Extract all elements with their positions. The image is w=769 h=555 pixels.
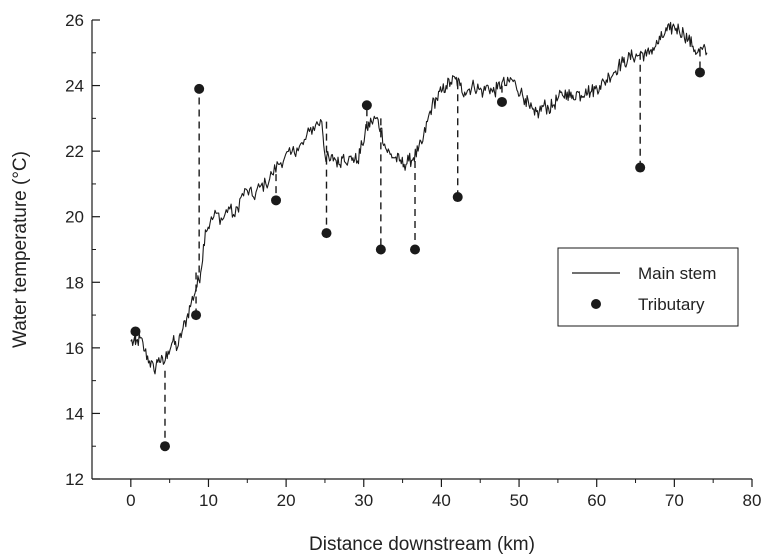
y-tick-label: 14 (65, 404, 84, 423)
tributary-point (361, 100, 372, 111)
y-tick-label: 26 (65, 11, 84, 30)
y-tick-label: 22 (65, 142, 84, 161)
y-tick-label: 24 (65, 77, 84, 96)
x-tick-label: 30 (354, 491, 373, 510)
x-tick-label: 80 (743, 491, 762, 510)
tributary-point (694, 67, 705, 78)
tributary-point (496, 96, 507, 107)
tributary-point (410, 244, 421, 255)
legend-main-stem-label: Main stem (638, 264, 716, 283)
series-main-stem (130, 21, 708, 375)
tributary-point (321, 228, 332, 239)
tributary-point (375, 244, 386, 255)
tributary-point (159, 441, 170, 452)
confluence-connectors (134, 49, 701, 447)
tributary-point (191, 310, 202, 321)
x-tick-label: 10 (199, 491, 218, 510)
x-tick-label: 20 (277, 491, 296, 510)
axes: 12 14 16 18 20 22 24 26 0 10 20 30 40 50 60 70 80 (65, 11, 761, 510)
x-tick-label: 0 (126, 491, 135, 510)
y-tick-label: 16 (65, 339, 84, 358)
y-tick-label: 12 (65, 470, 84, 489)
tributary-point (271, 195, 282, 206)
y-tick-label: 20 (65, 208, 84, 227)
y-tick-label: 18 (65, 273, 84, 292)
x-tick-label: 50 (510, 491, 529, 510)
tributary-point (194, 83, 205, 94)
series-tributary (130, 67, 705, 452)
tributary-point (452, 192, 463, 203)
tributary-point (635, 162, 646, 173)
x-tick-label: 70 (665, 491, 684, 510)
legend-tributary-swatch (591, 299, 601, 309)
tributary-point (130, 326, 141, 337)
y-axis-title: Water temperature (°C) (10, 151, 31, 348)
x-tick-label: 40 (432, 491, 451, 510)
legend-box (557, 247, 739, 327)
main-stem-line (130, 21, 708, 375)
x-tick-label: 60 (587, 491, 606, 510)
legend-tributary-label: Tributary (638, 295, 705, 314)
x-axis-title: Distance downstream (km) (309, 534, 535, 555)
legend: Main stem Tributary (557, 247, 739, 327)
